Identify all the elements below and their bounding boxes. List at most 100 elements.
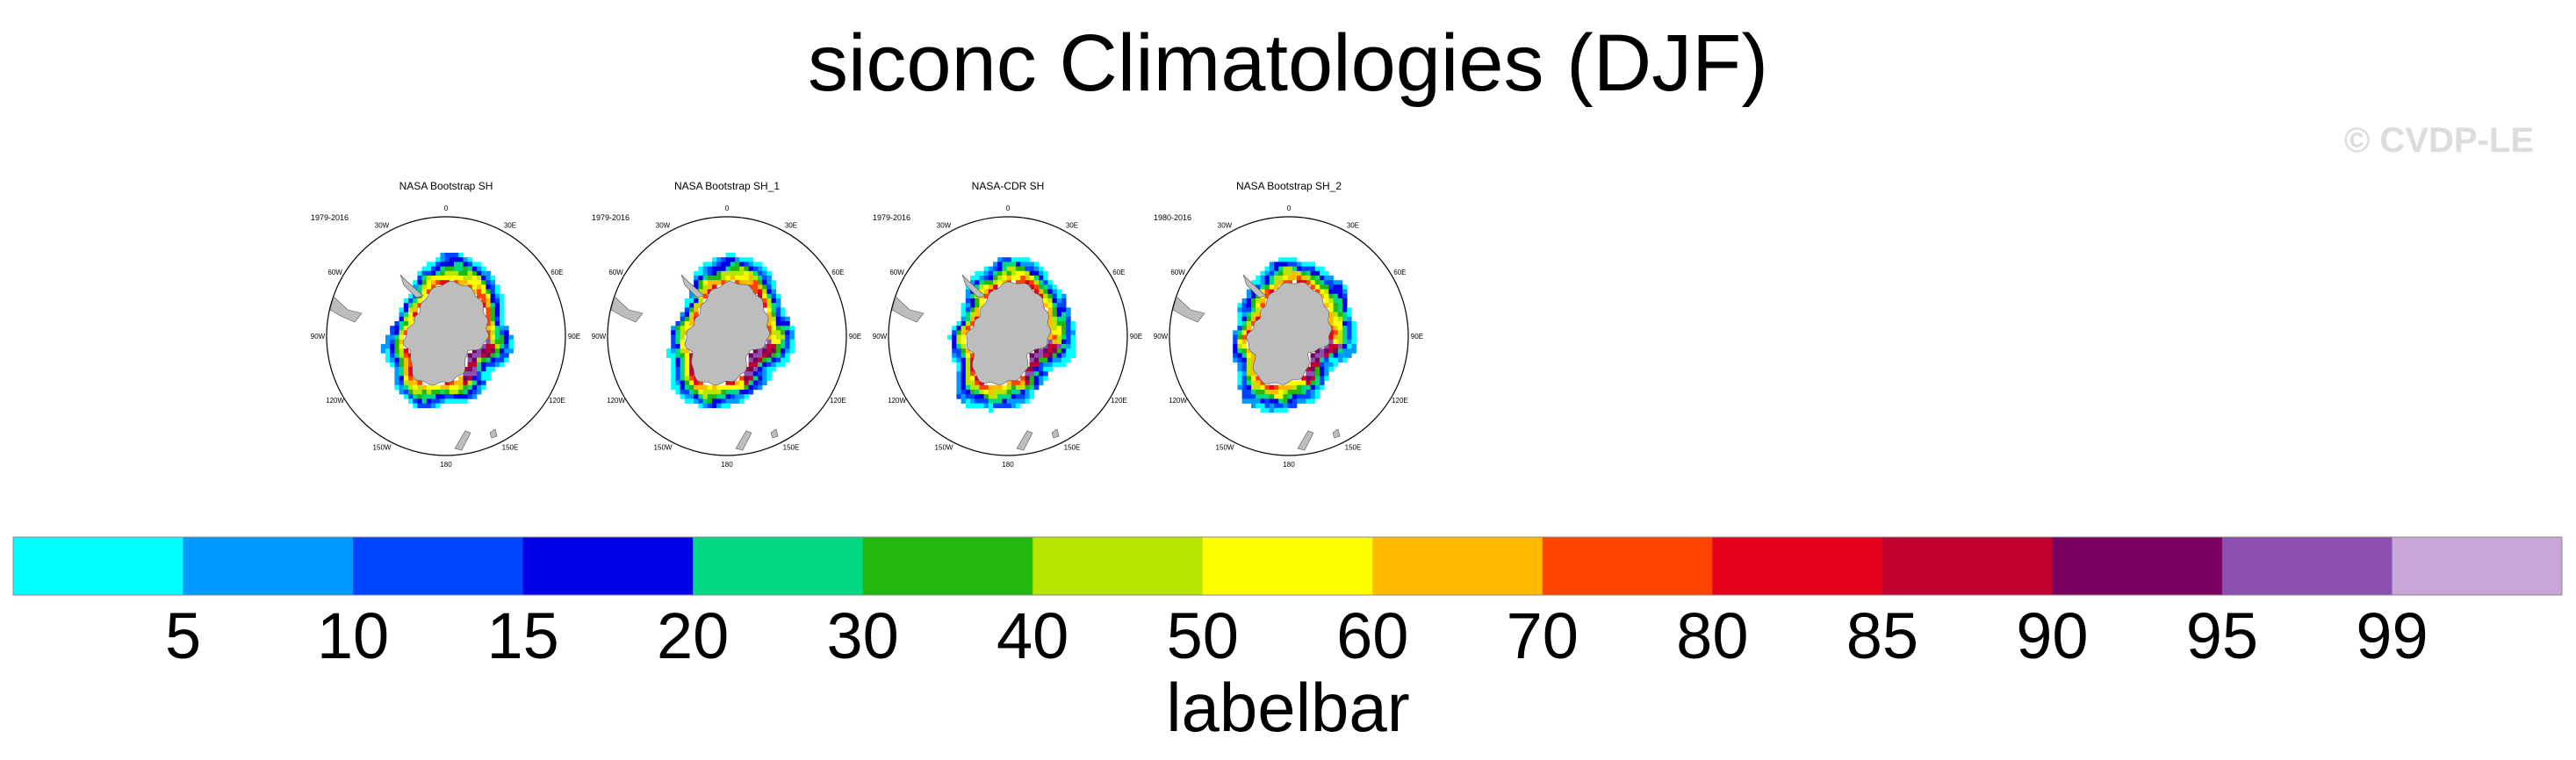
peninsula-land xyxy=(680,274,705,298)
longitude-label: 30W xyxy=(937,222,952,230)
peninsula-land xyxy=(961,274,986,298)
map-panel-3: NASA-CDR SH 1979-2016 0 30E 60E 90E 120E 150E… xyxy=(867,180,1148,470)
longitude-label: 90W xyxy=(1154,333,1169,341)
labelbar-tick-label: 99 xyxy=(2356,599,2428,667)
longitude-label: 90E xyxy=(849,333,861,341)
panel-title: NASA Bootstrap SH xyxy=(399,180,493,192)
labelbar-box xyxy=(2221,537,2393,595)
sea-ice-field xyxy=(947,257,1076,413)
labelbar-tick-label: 60 xyxy=(1336,599,1408,667)
longitude-label: 60E xyxy=(1393,269,1406,276)
longitude-label: 0 xyxy=(1287,204,1292,212)
labelbar-tick-label: 5 xyxy=(165,599,201,667)
longitude-label: 60E xyxy=(550,269,563,276)
longitude-label: 180 xyxy=(1283,461,1295,468)
labelbar-tick-label: 20 xyxy=(657,599,729,667)
polar-map: 0 30E 60E 90E 120E 150E 180 150W 120W 90W 60W 30W xyxy=(311,204,580,468)
labelbar-box xyxy=(1372,537,1543,595)
longitude-label: 120W xyxy=(888,397,906,405)
new-zealand-land xyxy=(454,430,471,451)
labelbar-frame xyxy=(12,536,2563,596)
map-panel-2: NASA Bootstrap SH_1 1979-2016 0 30E 60E 90E… xyxy=(586,180,867,470)
panel-period: 1980-2016 xyxy=(1154,213,1192,222)
longitude-label: 120W xyxy=(607,397,625,405)
longitude-label: 30W xyxy=(656,222,671,230)
longitude-label: 60E xyxy=(1112,269,1125,276)
labelbar: 5 10 15 20 30 40 50 60 70 80 85 90 95 99 xyxy=(12,536,2563,667)
labelbar-box xyxy=(1542,537,1713,595)
antarctica-land xyxy=(684,281,771,386)
longitude-label: 90E xyxy=(1130,333,1142,341)
labelbar-tick-label: 85 xyxy=(1846,599,1918,667)
longitude-label: 150W xyxy=(935,443,953,451)
peninsula-land xyxy=(1242,274,1267,298)
panel-title: NASA Bootstrap SH_2 xyxy=(1235,180,1342,192)
labelbar-box xyxy=(183,537,354,595)
labelbar-tick-label: 95 xyxy=(2186,599,2258,667)
panel-period: 1979-2016 xyxy=(873,213,911,222)
longitude-label: 150E xyxy=(1345,443,1362,451)
longitude-label: 0 xyxy=(444,204,449,212)
labelbar-tick-label: 10 xyxy=(317,599,389,667)
australia-edge-land xyxy=(770,428,779,439)
south-america-land xyxy=(891,296,925,323)
longitude-label: 90W xyxy=(873,333,888,341)
longitude-label: 150W xyxy=(1216,443,1234,451)
labelbar-tick-label: 40 xyxy=(997,599,1069,667)
longitude-label: 0 xyxy=(725,204,730,212)
longitude-label: 150W xyxy=(654,443,673,451)
map-panel-1: NASA Bootstrap SH 1979-2016 0 30E 60E 90E 12… xyxy=(306,180,586,470)
panel-period: 1979-2016 xyxy=(311,213,349,222)
new-zealand-land xyxy=(735,430,752,451)
longitude-label: 150E xyxy=(502,443,519,451)
longitude-label: 120E xyxy=(1392,397,1408,405)
longitude-label: 30W xyxy=(1218,222,1233,230)
longitude-label: 150W xyxy=(373,443,392,451)
longitude-label: 30E xyxy=(1066,222,1078,230)
labelbar-box xyxy=(522,537,694,595)
labelbar-box xyxy=(353,537,524,595)
polar-map: 0 30E 60E 90E 120E 150E 180 150W 120W 90W 60W 30W xyxy=(592,204,861,468)
labelbar-box xyxy=(862,537,1033,595)
labelbar-tick-label: 15 xyxy=(486,599,558,667)
antarctica-land xyxy=(402,280,489,386)
labelbar-tick-label: 30 xyxy=(827,599,899,667)
labelbar-title: labelbar xyxy=(1166,669,1410,746)
figure-title: siconc Climatologies (DJF) xyxy=(807,18,1769,108)
peninsula-land xyxy=(399,274,424,298)
labelbar-box xyxy=(1712,537,1883,595)
longitude-label: 90W xyxy=(592,333,607,341)
longitude-label: 120E xyxy=(1111,397,1127,405)
watermark: © CVDP-LE xyxy=(2343,121,2534,160)
longitude-label: 60E xyxy=(831,269,844,276)
longitude-label: 120E xyxy=(549,397,565,405)
longitude-label: 120W xyxy=(326,397,344,405)
longitude-label: 60W xyxy=(327,269,342,276)
south-america-land xyxy=(1172,296,1205,323)
panel-title: NASA Bootstrap SH_1 xyxy=(673,180,781,192)
longitude-label: 60W xyxy=(889,269,904,276)
longitude-label: 30E xyxy=(1347,222,1359,230)
australia-edge-land xyxy=(1332,428,1341,439)
new-zealand-land xyxy=(1297,430,1314,451)
longitude-label: 30E xyxy=(504,222,516,230)
longitude-label: 180 xyxy=(1002,461,1014,468)
south-america-land xyxy=(610,296,644,323)
longitude-label: 120E xyxy=(830,397,846,405)
labelbar-box xyxy=(693,537,864,595)
longitude-label: 0 xyxy=(1006,204,1011,212)
longitude-label: 150E xyxy=(783,443,800,451)
labelbar-tick-label: 70 xyxy=(1507,599,1579,667)
longitude-label: 180 xyxy=(440,461,452,468)
antarctica-land xyxy=(966,281,1052,385)
longitude-label: 180 xyxy=(721,461,733,468)
antarctica-land xyxy=(1246,282,1333,385)
labelbar-box xyxy=(13,537,184,595)
longitude-label: 90E xyxy=(1411,333,1423,341)
labelbar-tick-label: 80 xyxy=(1676,599,1748,667)
australia-edge-land xyxy=(1051,428,1060,439)
labelbar-tick-label: 50 xyxy=(1167,599,1239,667)
south-america-land xyxy=(329,296,363,323)
polar-map: 0 30E 60E 90E 120E 150E 180 150W 120W 90W 60W 30W xyxy=(1154,204,1423,468)
sea-ice-field xyxy=(1233,257,1356,413)
